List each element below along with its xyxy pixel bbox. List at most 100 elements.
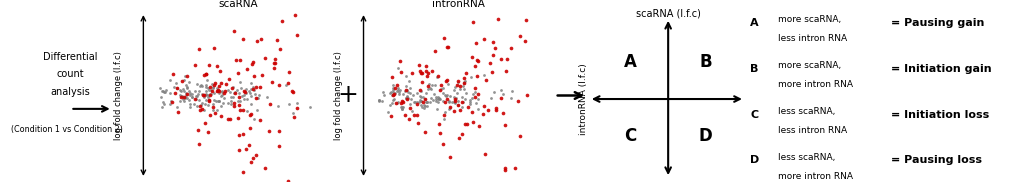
Point (418, 101, 434, 104)
Point (289, 34, 305, 37)
Point (401, 106, 418, 109)
Text: D: D (699, 127, 713, 145)
Point (239, 98, 255, 101)
Point (173, 90, 189, 93)
Point (223, 103, 240, 106)
Text: (Condition 1 vs Condition 2): (Condition 1 vs Condition 2) (10, 125, 123, 134)
Point (412, 88, 428, 91)
Point (384, 101, 400, 104)
Point (230, 148, 247, 151)
Point (391, 89, 408, 92)
Point (246, 89, 262, 92)
Point (223, 96, 240, 99)
Point (380, 110, 396, 113)
Point (385, 99, 401, 102)
Point (240, 68, 256, 71)
Point (198, 73, 214, 76)
Point (498, 69, 514, 72)
Point (223, 100, 240, 103)
Point (201, 88, 217, 91)
Point (281, 81, 297, 84)
Point (157, 103, 173, 106)
Text: = Initiation gain: = Initiation gain (891, 64, 992, 74)
Point (196, 109, 212, 112)
Point (200, 93, 216, 96)
Point (436, 94, 453, 97)
Point (229, 89, 246, 92)
Point (450, 91, 466, 94)
Point (512, 35, 528, 38)
Point (198, 99, 214, 102)
Point (190, 99, 207, 102)
Point (417, 104, 433, 107)
Text: log fold change (l.f.c): log fold change (l.f.c) (335, 51, 343, 140)
Point (421, 83, 437, 86)
Point (175, 79, 191, 82)
Point (206, 83, 222, 86)
Point (177, 74, 194, 77)
Point (174, 79, 190, 82)
Point (179, 96, 196, 99)
Point (301, 106, 317, 109)
Point (476, 38, 493, 41)
Text: more intron RNA: more intron RNA (778, 172, 853, 181)
Point (447, 86, 464, 89)
Point (420, 72, 436, 75)
Point (411, 100, 427, 103)
Point (438, 93, 455, 96)
Point (187, 63, 204, 66)
Point (414, 105, 430, 108)
Point (193, 103, 209, 106)
Text: = Initiation loss: = Initiation loss (891, 110, 989, 120)
Point (434, 142, 451, 145)
Point (432, 131, 449, 134)
Point (216, 96, 232, 99)
Point (444, 101, 461, 104)
Point (386, 92, 402, 96)
Point (484, 70, 501, 74)
Point (211, 91, 227, 94)
Point (206, 91, 222, 95)
Point (249, 108, 265, 111)
Point (196, 94, 212, 97)
Point (410, 122, 426, 125)
Point (226, 29, 243, 32)
Point (467, 86, 483, 89)
Point (254, 74, 270, 77)
Point (201, 98, 217, 101)
Point (197, 122, 213, 125)
Point (454, 100, 470, 103)
Point (209, 108, 225, 111)
Point (462, 100, 478, 103)
Point (262, 102, 279, 105)
Point (213, 105, 229, 108)
Text: Differential: Differential (43, 52, 97, 62)
Point (390, 89, 407, 92)
Point (469, 75, 485, 78)
Point (286, 115, 302, 118)
Point (483, 96, 500, 100)
Point (416, 107, 432, 110)
Point (402, 98, 419, 101)
Point (190, 47, 207, 50)
Point (435, 92, 452, 95)
Point (452, 87, 468, 91)
Point (163, 99, 179, 102)
Point (225, 96, 242, 99)
Point (206, 99, 222, 102)
Point (456, 76, 472, 79)
Point (394, 108, 411, 111)
Point (397, 88, 414, 91)
Point (391, 93, 408, 96)
Point (188, 104, 205, 108)
Point (504, 89, 520, 92)
Point (409, 103, 425, 106)
Point (428, 76, 444, 79)
Point (446, 102, 463, 105)
Point (498, 167, 514, 170)
Point (152, 87, 168, 90)
Point (274, 19, 291, 23)
Point (175, 95, 191, 98)
Point (424, 83, 440, 86)
Point (395, 100, 412, 104)
